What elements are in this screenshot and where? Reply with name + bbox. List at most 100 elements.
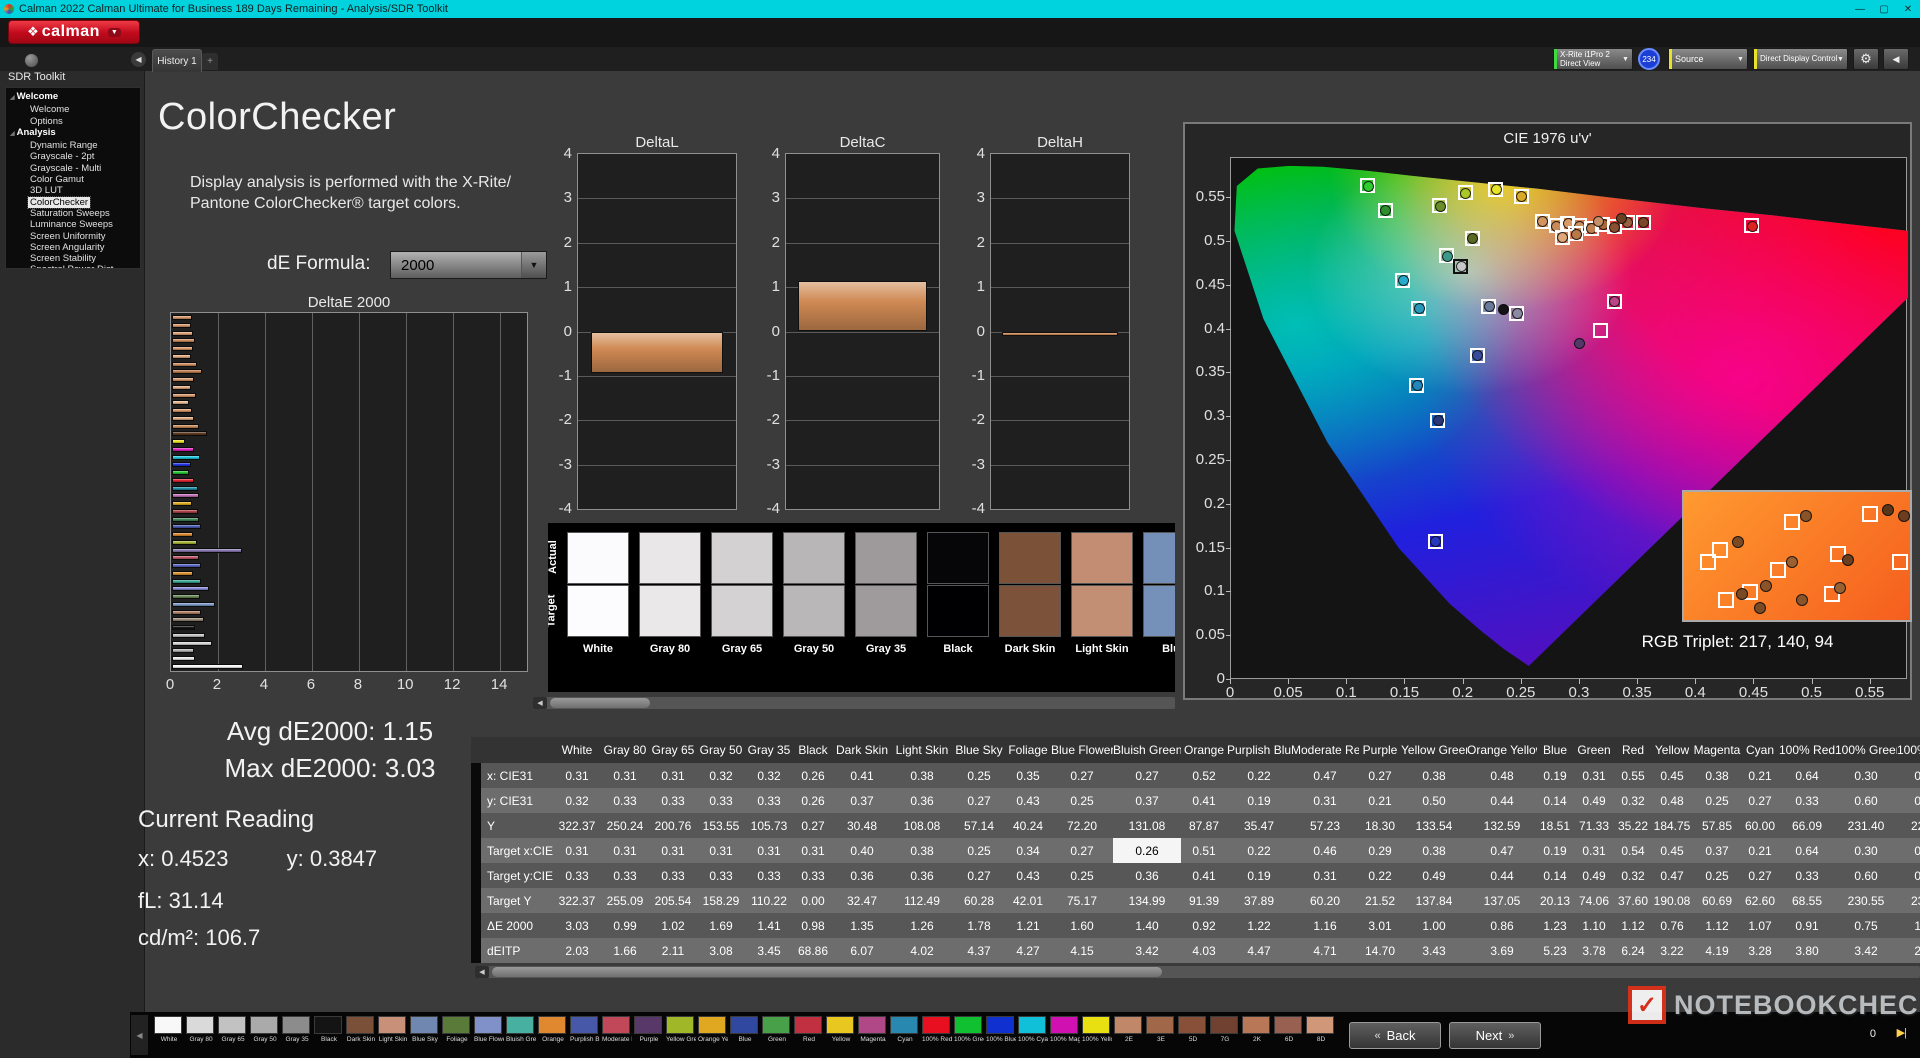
- patch-100-yellow[interactable]: 100% Yellow: [1082, 1016, 1112, 1043]
- calman-menu-button[interactable]: ❖ calman ▼: [8, 20, 140, 44]
- settings-button[interactable]: ⚙: [1853, 48, 1879, 70]
- patch-6d[interactable]: 6D: [1274, 1016, 1304, 1043]
- add-tab-button[interactable]: +: [202, 53, 218, 70]
- table-stub-cell: [471, 763, 481, 788]
- tick-mark: [1226, 547, 1231, 549]
- panel-collapse-button[interactable]: ◀: [1883, 48, 1909, 70]
- patch-swatch: [666, 1016, 694, 1034]
- patch-magenta[interactable]: Magenta: [858, 1016, 888, 1043]
- patch-cyan[interactable]: Cyan: [890, 1016, 920, 1043]
- patch-blue[interactable]: Blue: [730, 1016, 760, 1043]
- patch-100-red[interactable]: 100% Red: [922, 1016, 952, 1043]
- close-button[interactable]: ✕: [1903, 3, 1913, 15]
- cie-target-square: [1432, 198, 1448, 214]
- sidebar-item-saturation-sweeps[interactable]: Saturation Sweeps: [30, 207, 110, 219]
- table-cell: 1.07: [1741, 913, 1779, 938]
- patch-gray-35[interactable]: Gray 35: [282, 1016, 312, 1043]
- cie-target-square: [1488, 181, 1504, 197]
- patch-5d[interactable]: 5D: [1178, 1016, 1208, 1043]
- actual-row-label: Actual: [548, 540, 559, 574]
- swatch-scrollbar-thumb[interactable]: [550, 698, 650, 708]
- back-button[interactable]: « Back: [1349, 1022, 1441, 1049]
- table-cell: 3.08: [697, 938, 745, 963]
- display-control-dropdown[interactable]: Direct Display Control ▼: [1753, 48, 1848, 70]
- patch-gray-80[interactable]: Gray 80: [186, 1016, 216, 1043]
- maximize-button[interactable]: ▢: [1879, 3, 1889, 15]
- scroll-left-arrow-icon[interactable]: ◀: [533, 697, 547, 709]
- patch-orange-yellow[interactable]: Orange Yellow: [698, 1016, 728, 1043]
- patch-dark-skin[interactable]: Dark Skin: [346, 1016, 376, 1043]
- patch-purplish-blue[interactable]: Purplish Blue: [570, 1016, 600, 1043]
- patch-100-blue[interactable]: 100% Blue: [986, 1016, 1016, 1043]
- minimize-button[interactable]: —: [1855, 3, 1865, 15]
- patch-orange[interactable]: Orange: [538, 1016, 568, 1043]
- patch-yellow[interactable]: Yellow: [826, 1016, 856, 1043]
- sidebar-item-screen-uniformity[interactable]: Screen Uniformity: [30, 230, 106, 242]
- sidebar-item-spectral-power-dist-[interactable]: Spectral Power Dist.: [8, 264, 140, 268]
- sidebar-item-screen-angularity[interactable]: Screen Angularity: [30, 241, 105, 253]
- patch-green[interactable]: Green: [762, 1016, 792, 1043]
- table-cell: 0.27: [1359, 763, 1401, 788]
- patch-label: Foliage: [446, 1036, 468, 1043]
- swatch-column-white: White: [567, 532, 629, 655]
- table-scrollbar[interactable]: ◀: [475, 966, 1920, 978]
- sidebar-item-welcome[interactable]: Welcome: [30, 104, 70, 116]
- patch-moderate-red[interactable]: Moderate Red: [602, 1016, 632, 1043]
- tab-history-1[interactable]: History 1: [152, 49, 202, 72]
- patch-black[interactable]: Black: [314, 1016, 344, 1043]
- sidebar-item-options[interactable]: Options: [30, 115, 63, 127]
- sidebar-item-dynamic-range[interactable]: Dynamic Range: [30, 140, 98, 152]
- meter-dropdown[interactable]: X-Rite i1Pro 2 Direct View ▼: [1553, 48, 1633, 70]
- patch-strip-scroll-left-button[interactable]: ◀: [131, 1015, 148, 1055]
- tree-group-welcome[interactable]: ◢ Welcome: [10, 91, 59, 102]
- patch-blue-flower[interactable]: Blue Flower: [474, 1016, 504, 1043]
- next-button[interactable]: Next »: [1449, 1022, 1541, 1049]
- sidebar-collapse-button[interactable]: ◀: [131, 52, 146, 67]
- table-cell: 60.69: [1693, 888, 1741, 913]
- inset-target-square: [1700, 554, 1716, 570]
- sidebar-item-screen-stability[interactable]: Screen Stability: [30, 253, 97, 265]
- patch-light-skin[interactable]: Light Skin: [378, 1016, 408, 1043]
- patch-label: White: [160, 1036, 178, 1043]
- scroll-left-arrow-icon[interactable]: ◀: [475, 966, 489, 978]
- swatch-panel-scrollbar[interactable]: ◀: [533, 697, 1175, 709]
- patch-yellow-green[interactable]: Yellow Green: [666, 1016, 696, 1043]
- patch-100-green[interactable]: 100% Green: [954, 1016, 984, 1043]
- tree-collapse-icon[interactable]: ◢: [10, 130, 15, 137]
- patch-red[interactable]: Red: [794, 1016, 824, 1043]
- patch-2k[interactable]: 2K: [1242, 1016, 1272, 1043]
- patch-8d[interactable]: 8D: [1306, 1016, 1336, 1043]
- sidebar-item-3d-lut[interactable]: 3D LUT: [30, 185, 63, 197]
- patch-bluish-green[interactable]: Bluish Green: [506, 1016, 536, 1043]
- sidebar-item-grayscale-2pt[interactable]: Grayscale - 2pt: [30, 151, 95, 163]
- skip-end-icon[interactable]: ▶|: [1896, 1027, 1907, 1039]
- table-cell: 0.38: [1693, 763, 1741, 788]
- meter-count-badge[interactable]: 234: [1638, 48, 1660, 70]
- patch-blue-sky[interactable]: Blue Sky: [410, 1016, 440, 1043]
- swatch-column-light-skin: Light Skin: [1071, 532, 1133, 655]
- patch-3e[interactable]: 3E: [1146, 1016, 1176, 1043]
- table-scrollbar-thumb[interactable]: [492, 967, 1162, 977]
- tree-collapse-icon[interactable]: ◢: [10, 95, 15, 101]
- de-formula-dropdown[interactable]: 2000 ▼: [390, 251, 547, 279]
- patch-100-magenta[interactable]: 100% Magenta: [1050, 1016, 1080, 1043]
- table-cell: 0.45: [1651, 838, 1693, 863]
- tree-group-analysis[interactable]: ◢ Analysis: [10, 126, 56, 138]
- source-dropdown[interactable]: Source ▼: [1668, 48, 1748, 70]
- patch-7g[interactable]: 7G: [1210, 1016, 1240, 1043]
- table-cell: 1.40: [1113, 913, 1181, 938]
- patch-gray-65[interactable]: Gray 65: [218, 1016, 248, 1043]
- patch-100-cyan[interactable]: 100% Cyan: [1018, 1016, 1048, 1043]
- actual-swatch: [711, 532, 773, 584]
- y-tick-label: 1: [976, 278, 985, 296]
- patch-2e[interactable]: 2E: [1114, 1016, 1144, 1043]
- sidebar-item-colorchecker[interactable]: ColorChecker: [26, 195, 92, 209]
- sidebar-item-color-gamut[interactable]: Color Gamut: [30, 174, 84, 186]
- patch-white[interactable]: White: [154, 1016, 184, 1043]
- sidebar-item-luminance-sweeps[interactable]: Luminance Sweeps: [30, 219, 113, 231]
- sidebar-item-grayscale-multi[interactable]: Grayscale - Multi: [30, 162, 102, 174]
- patch-gray-50[interactable]: Gray 50: [250, 1016, 280, 1043]
- sidebar-handle-dot[interactable]: [24, 53, 39, 68]
- patch-purple[interactable]: Purple: [634, 1016, 664, 1043]
- patch-foliage[interactable]: Foliage: [442, 1016, 472, 1043]
